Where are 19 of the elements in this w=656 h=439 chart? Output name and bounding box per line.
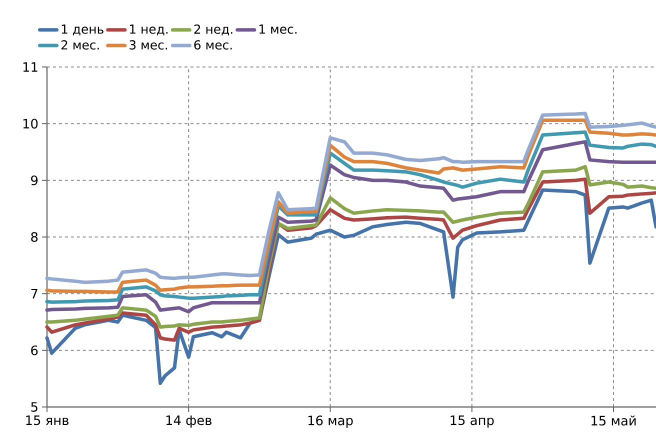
legend-label: 2 мес.	[61, 40, 99, 50]
y-tick-label: 11	[23, 62, 38, 72]
legend-label: 1 день	[62, 24, 104, 36]
legend-label: 6 мес.	[194, 40, 232, 50]
legend-label: 1 мес.	[260, 24, 297, 34]
x-tick-label: 16 мар	[308, 416, 353, 428]
y-tick-label: 10	[23, 118, 38, 129]
x-tick-label: 15 янв	[26, 416, 68, 426]
y-tick-label: 5	[31, 402, 38, 412]
legend-label: 1 нед.	[130, 24, 168, 36]
x-tick-label: 15 апр	[450, 416, 494, 428]
y-tick-label: 7	[31, 288, 38, 298]
legend-label: 2 нед.	[194, 24, 232, 36]
y-tick-label: 6	[31, 345, 38, 356]
x-tick-label: 15 май	[592, 416, 636, 426]
y-tick-label: 8	[31, 232, 38, 242]
x-tick-label: 14 фев	[166, 416, 212, 428]
y-tick-label: 9	[31, 175, 38, 186]
legend-label: 3 мес.	[130, 40, 168, 50]
